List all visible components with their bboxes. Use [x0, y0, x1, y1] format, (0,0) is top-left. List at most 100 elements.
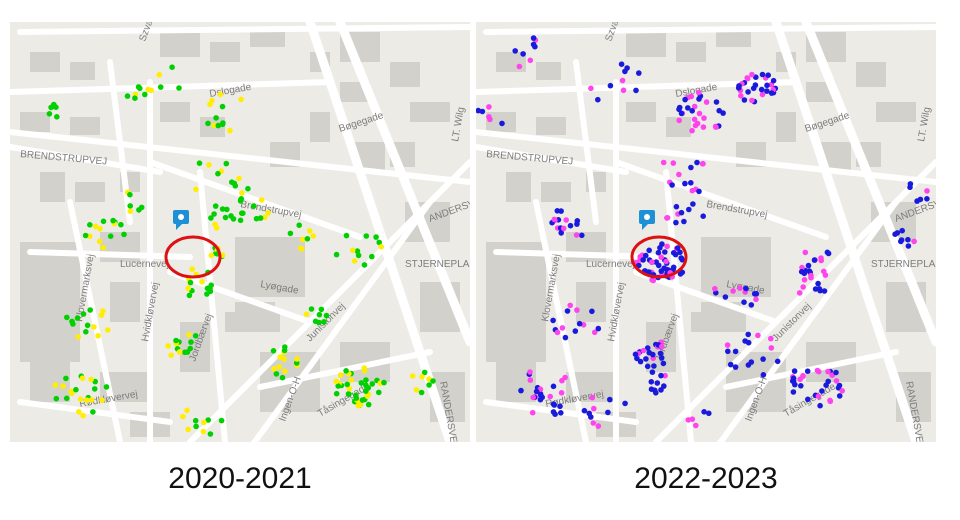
- incident-dot: [696, 188, 702, 195]
- incident-dot: [572, 328, 579, 334]
- incident-dot: [193, 423, 199, 430]
- incident-dot: [83, 329, 89, 335]
- incident-dot: [691, 116, 698, 123]
- incident-dot: [690, 201, 696, 207]
- incident-dot: [186, 292, 193, 299]
- incident-dot: [271, 366, 277, 372]
- incident-dot: [678, 110, 685, 117]
- incident-dot: [68, 388, 74, 395]
- location-pin-icon[interactable]: [173, 210, 189, 230]
- incident-dot: [84, 397, 90, 404]
- incident-dot: [184, 349, 191, 355]
- incident-dot: [369, 381, 376, 387]
- map-panel-2022-2023[interactable]: Dslogade Bøgegade BRENDSTRUPVEJ Brendstrupv…: [476, 22, 936, 442]
- incident-dot: [730, 288, 736, 294]
- incident-dot: [693, 422, 699, 429]
- street-label: STJERNEPLADS: [405, 259, 470, 270]
- incident-dot: [376, 389, 382, 396]
- incident-dot: [804, 368, 811, 375]
- incident-dot: [530, 41, 537, 48]
- incident-dot: [678, 209, 685, 216]
- road: [335, 22, 470, 347]
- incident-dot: [135, 84, 142, 90]
- incident-dot: [520, 51, 526, 57]
- incident-dot: [650, 351, 656, 358]
- road: [633, 269, 779, 325]
- incident-dot: [419, 374, 425, 380]
- incident-dot: [825, 378, 831, 385]
- building-block: [310, 112, 330, 142]
- incident-dot: [658, 254, 664, 260]
- incident-dot: [357, 401, 364, 408]
- incident-dot: [378, 244, 385, 250]
- incident-dot: [413, 387, 420, 393]
- incident-dot: [815, 280, 821, 287]
- road: [107, 59, 133, 225]
- incident-dot: [650, 277, 657, 284]
- incident-dot: [640, 257, 646, 263]
- incident-dot: [88, 397, 95, 403]
- incident-dot: [917, 196, 924, 203]
- incident-dot: [364, 393, 371, 399]
- road: [801, 22, 936, 347]
- incident-dot: [79, 375, 86, 382]
- incident-dot: [648, 379, 655, 385]
- incident-dot: [560, 225, 567, 232]
- road: [250, 199, 433, 442]
- incident-dot: [768, 335, 774, 342]
- building-block: [626, 102, 656, 122]
- incident-dot: [643, 252, 649, 259]
- incident-dot: [694, 120, 701, 127]
- incident-dot: [744, 75, 750, 81]
- incident-dot: [208, 282, 214, 289]
- incident-dot: [88, 376, 94, 383]
- building-block: [536, 117, 566, 135]
- incident-dot: [676, 171, 682, 178]
- building-block: [20, 112, 50, 132]
- incident-dot: [924, 196, 930, 202]
- incident-dot: [121, 231, 127, 238]
- building-block: [626, 32, 666, 57]
- incident-dot: [770, 77, 777, 84]
- incident-dot: [211, 211, 217, 217]
- incident-dot: [662, 249, 668, 255]
- incident-dot: [185, 285, 191, 292]
- incident-dot: [76, 409, 82, 415]
- road: [483, 24, 936, 35]
- incident-dot: [296, 222, 303, 228]
- incident-dot: [691, 103, 698, 110]
- incident-dot: [323, 312, 330, 319]
- incident-dot: [87, 222, 93, 228]
- incident-dot: [811, 257, 818, 263]
- incident-dot: [574, 221, 580, 227]
- incident-dot: [700, 160, 706, 167]
- incident-dot: [200, 428, 207, 435]
- incident-dot: [652, 387, 658, 394]
- incident-dot: [720, 110, 726, 116]
- incident-dot: [73, 386, 79, 393]
- map-panel-2020-2021[interactable]: Dslogade Bøgegade BRENDSTRUPVEJ Brendstrupv…: [10, 22, 470, 442]
- building-block: [70, 62, 95, 80]
- incident-dot: [741, 299, 747, 306]
- road: [476, 129, 936, 185]
- incident-dot: [550, 383, 557, 390]
- incident-dot: [118, 221, 124, 228]
- incident-dot: [293, 360, 300, 366]
- incident-dot: [344, 381, 351, 388]
- incident-dot: [355, 252, 362, 259]
- incident-dot: [215, 170, 221, 177]
- incident-dot: [679, 257, 686, 263]
- highlight-circle: [164, 235, 222, 279]
- incident-dot: [287, 230, 294, 237]
- incident-dot: [304, 236, 311, 242]
- incident-dot: [646, 269, 652, 275]
- incident-dot: [590, 420, 597, 426]
- incident-dot: [759, 71, 766, 78]
- incident-dot: [836, 393, 843, 399]
- incident-dot: [760, 372, 767, 378]
- location-pin-icon[interactable]: [639, 210, 655, 230]
- incident-dot: [184, 407, 190, 414]
- road: [197, 169, 228, 442]
- incident-dot: [318, 306, 325, 313]
- incident-dot: [100, 218, 107, 225]
